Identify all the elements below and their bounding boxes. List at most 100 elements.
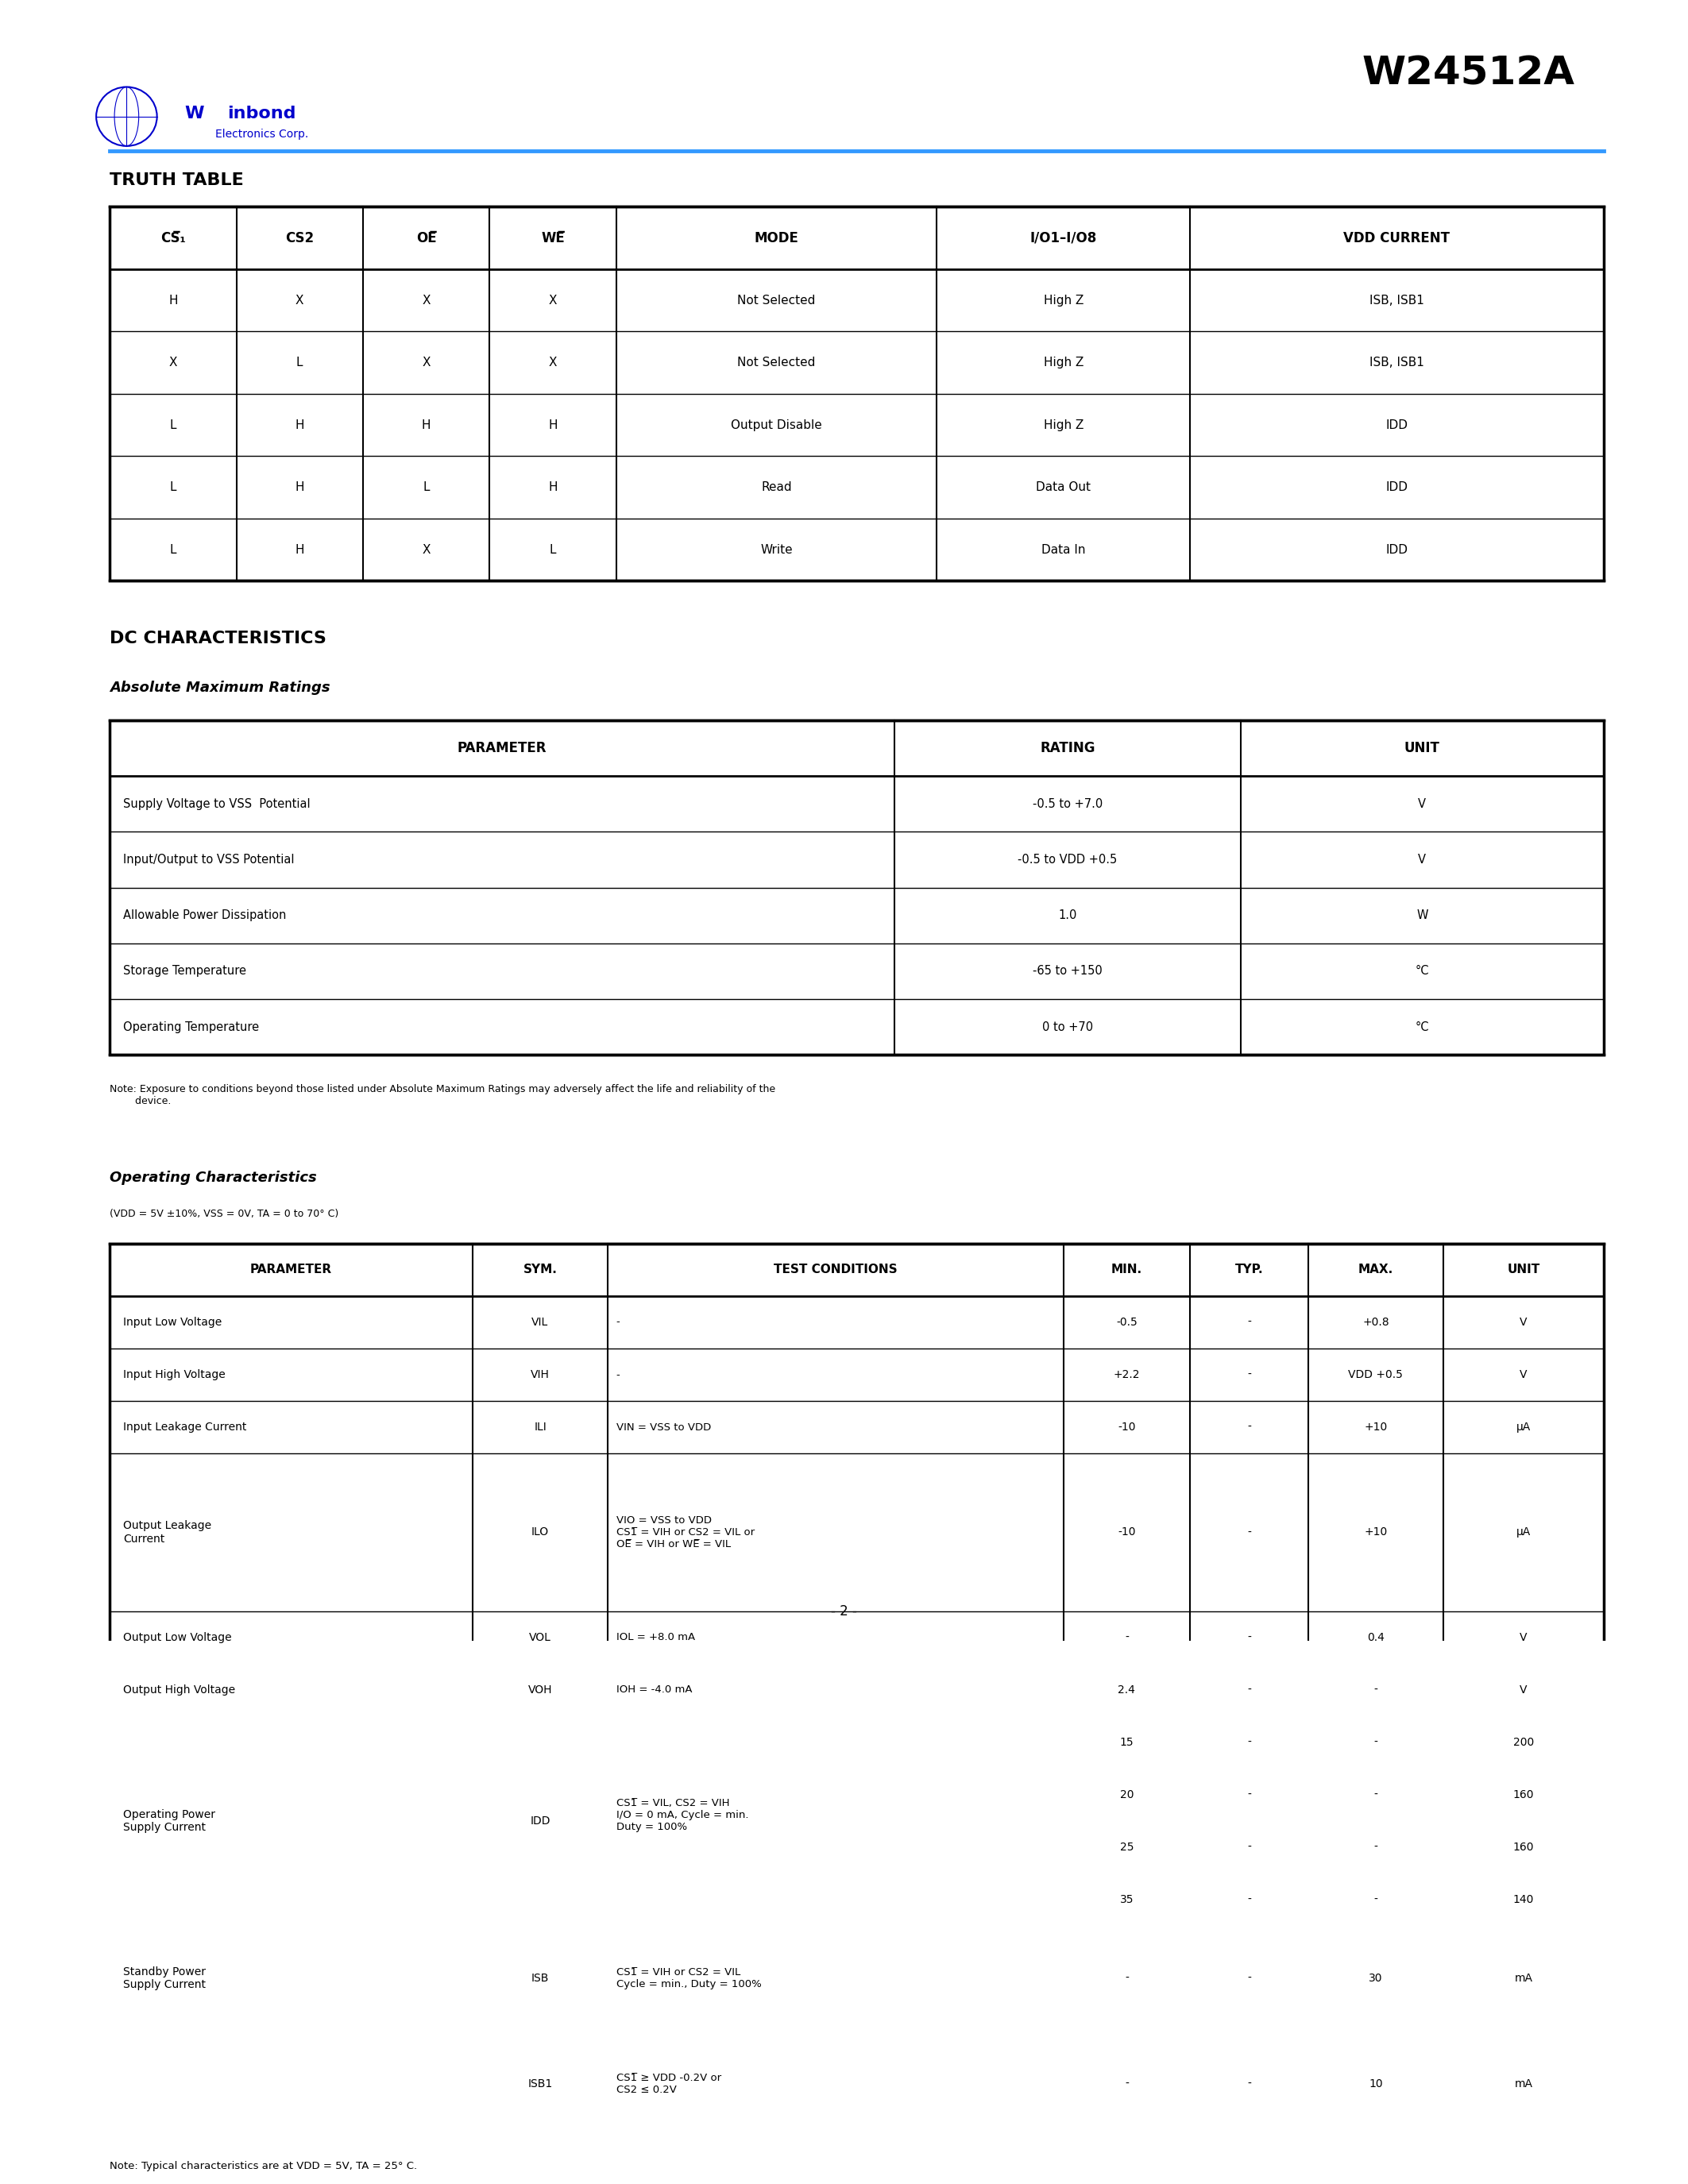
Text: Operating Power
Supply Current: Operating Power Supply Current bbox=[123, 1808, 216, 1832]
Text: X: X bbox=[422, 544, 430, 555]
Text: VDD CURRENT: VDD CURRENT bbox=[1344, 232, 1450, 245]
Text: High Z: High Z bbox=[1043, 295, 1084, 306]
Text: L: L bbox=[170, 419, 177, 430]
Text: Output Low Voltage: Output Low Voltage bbox=[123, 1631, 231, 1642]
Text: +10: +10 bbox=[1364, 1527, 1388, 1538]
Text: °C: °C bbox=[1415, 1022, 1430, 1033]
Text: -: - bbox=[1247, 1422, 1251, 1433]
Text: IOL = +8.0 mA: IOL = +8.0 mA bbox=[616, 1631, 695, 1642]
Text: 2.4: 2.4 bbox=[1117, 1684, 1136, 1695]
Text: H: H bbox=[549, 419, 557, 430]
Text: H: H bbox=[295, 544, 304, 555]
Text: L: L bbox=[297, 356, 304, 369]
Text: W: W bbox=[184, 105, 204, 120]
Text: IDD: IDD bbox=[1386, 419, 1408, 430]
Text: +10: +10 bbox=[1364, 1422, 1388, 1433]
Text: 140: 140 bbox=[1512, 1894, 1534, 1904]
Text: Input Low Voltage: Input Low Voltage bbox=[123, 1317, 221, 1328]
Text: Data Out: Data Out bbox=[1036, 480, 1090, 494]
Text: -65 to +150: -65 to +150 bbox=[1033, 965, 1102, 976]
Text: WE̅: WE̅ bbox=[540, 232, 564, 245]
Text: Standby Power
Supply Current: Standby Power Supply Current bbox=[123, 1966, 206, 1990]
Text: -: - bbox=[616, 1369, 619, 1380]
Text: Write: Write bbox=[760, 544, 793, 555]
Text: 1.0: 1.0 bbox=[1058, 909, 1077, 922]
Text: Note: Exposure to conditions beyond those listed under Absolute Maximum Ratings : Note: Exposure to conditions beyond thos… bbox=[110, 1085, 775, 1107]
Text: -: - bbox=[1247, 1841, 1251, 1852]
Text: -: - bbox=[1374, 1841, 1377, 1852]
Text: 25: 25 bbox=[1119, 1841, 1134, 1852]
Text: ISB, ISB1: ISB, ISB1 bbox=[1369, 295, 1425, 306]
Text: Data In: Data In bbox=[1041, 544, 1085, 555]
Text: 0 to +70: 0 to +70 bbox=[1041, 1022, 1094, 1033]
Text: -: - bbox=[1247, 1317, 1251, 1328]
Text: VIH: VIH bbox=[530, 1369, 550, 1380]
Text: -: - bbox=[1247, 1631, 1251, 1642]
Text: Allowable Power Dissipation: Allowable Power Dissipation bbox=[123, 909, 287, 922]
Text: DC CHARACTERISTICS: DC CHARACTERISTICS bbox=[110, 631, 326, 646]
Text: -0.5: -0.5 bbox=[1116, 1317, 1138, 1328]
Text: V: V bbox=[1519, 1684, 1528, 1695]
Text: X: X bbox=[169, 356, 177, 369]
Text: 10: 10 bbox=[1369, 2077, 1382, 2090]
Text: CS1̅ = VIL, CS2 = VIH
I/O = 0 mA, Cycle = min.
Duty = 100%: CS1̅ = VIL, CS2 = VIH I/O = 0 mA, Cycle … bbox=[616, 1797, 748, 1843]
Text: 160: 160 bbox=[1512, 1789, 1534, 1800]
Text: mA: mA bbox=[1514, 1972, 1533, 1983]
Text: L: L bbox=[422, 480, 429, 494]
Text: TRUTH TABLE: TRUTH TABLE bbox=[110, 173, 243, 188]
Text: 20: 20 bbox=[1119, 1789, 1134, 1800]
Text: I/O1–I/O8: I/O1–I/O8 bbox=[1030, 232, 1097, 245]
Text: -: - bbox=[616, 1317, 619, 1328]
Text: Output Disable: Output Disable bbox=[731, 419, 822, 430]
Text: L: L bbox=[550, 544, 557, 555]
Text: VDD +0.5: VDD +0.5 bbox=[1349, 1369, 1403, 1380]
Text: Not Selected: Not Selected bbox=[738, 356, 815, 369]
Text: V: V bbox=[1418, 854, 1426, 865]
Text: 0.4: 0.4 bbox=[1367, 1631, 1384, 1642]
Text: -: - bbox=[1247, 1894, 1251, 1904]
Text: MIN.: MIN. bbox=[1111, 1265, 1143, 1275]
Text: Operating Characteristics: Operating Characteristics bbox=[110, 1171, 317, 1186]
Text: -: - bbox=[1247, 2077, 1251, 2090]
Text: V: V bbox=[1418, 797, 1426, 810]
Text: -10: -10 bbox=[1117, 1527, 1136, 1538]
Text: Note: Typical characteristics are at VDD = 5V, TA = 25° C.: Note: Typical characteristics are at VDD… bbox=[110, 2160, 417, 2171]
Text: L: L bbox=[170, 480, 177, 494]
Text: Read: Read bbox=[761, 480, 792, 494]
Text: 200: 200 bbox=[1512, 1736, 1534, 1747]
Text: VIN = VSS to VDD: VIN = VSS to VDD bbox=[616, 1422, 711, 1433]
Text: W: W bbox=[1416, 909, 1428, 922]
Text: Not Selected: Not Selected bbox=[738, 295, 815, 306]
Text: VOH: VOH bbox=[528, 1684, 552, 1695]
Text: Input Leakage Current: Input Leakage Current bbox=[123, 1422, 246, 1433]
Text: H: H bbox=[422, 419, 430, 430]
Text: -: - bbox=[1247, 1736, 1251, 1747]
Text: Output High Voltage: Output High Voltage bbox=[123, 1684, 235, 1695]
Text: ISB1: ISB1 bbox=[528, 2077, 552, 2090]
Text: TYP.: TYP. bbox=[1236, 1265, 1263, 1275]
Text: -10: -10 bbox=[1117, 1422, 1136, 1433]
Text: -: - bbox=[1374, 1894, 1377, 1904]
Text: -: - bbox=[1247, 1789, 1251, 1800]
Text: mA: mA bbox=[1514, 2077, 1533, 2090]
Bar bbox=[110, 721, 1604, 1055]
Text: V: V bbox=[1519, 1631, 1528, 1642]
Text: High Z: High Z bbox=[1043, 356, 1084, 369]
Text: μA: μA bbox=[1516, 1422, 1531, 1433]
Text: Input High Voltage: Input High Voltage bbox=[123, 1369, 226, 1380]
Text: MODE: MODE bbox=[755, 232, 798, 245]
Text: inbond: inbond bbox=[228, 105, 295, 120]
Text: CS̅₁: CS̅₁ bbox=[160, 232, 186, 245]
Text: -: - bbox=[1374, 1789, 1377, 1800]
Text: H: H bbox=[169, 295, 177, 306]
Text: - 2 -: - 2 - bbox=[830, 1603, 858, 1618]
Text: VOL: VOL bbox=[528, 1631, 552, 1642]
Text: H: H bbox=[549, 480, 557, 494]
Text: 160: 160 bbox=[1512, 1841, 1534, 1852]
Text: -0.5 to VDD +0.5: -0.5 to VDD +0.5 bbox=[1018, 854, 1117, 865]
Text: PARAMETER: PARAMETER bbox=[457, 740, 547, 756]
Text: H: H bbox=[295, 419, 304, 430]
Text: Operating Temperature: Operating Temperature bbox=[123, 1022, 260, 1033]
Text: IDD: IDD bbox=[530, 1815, 550, 1826]
Text: X: X bbox=[549, 356, 557, 369]
